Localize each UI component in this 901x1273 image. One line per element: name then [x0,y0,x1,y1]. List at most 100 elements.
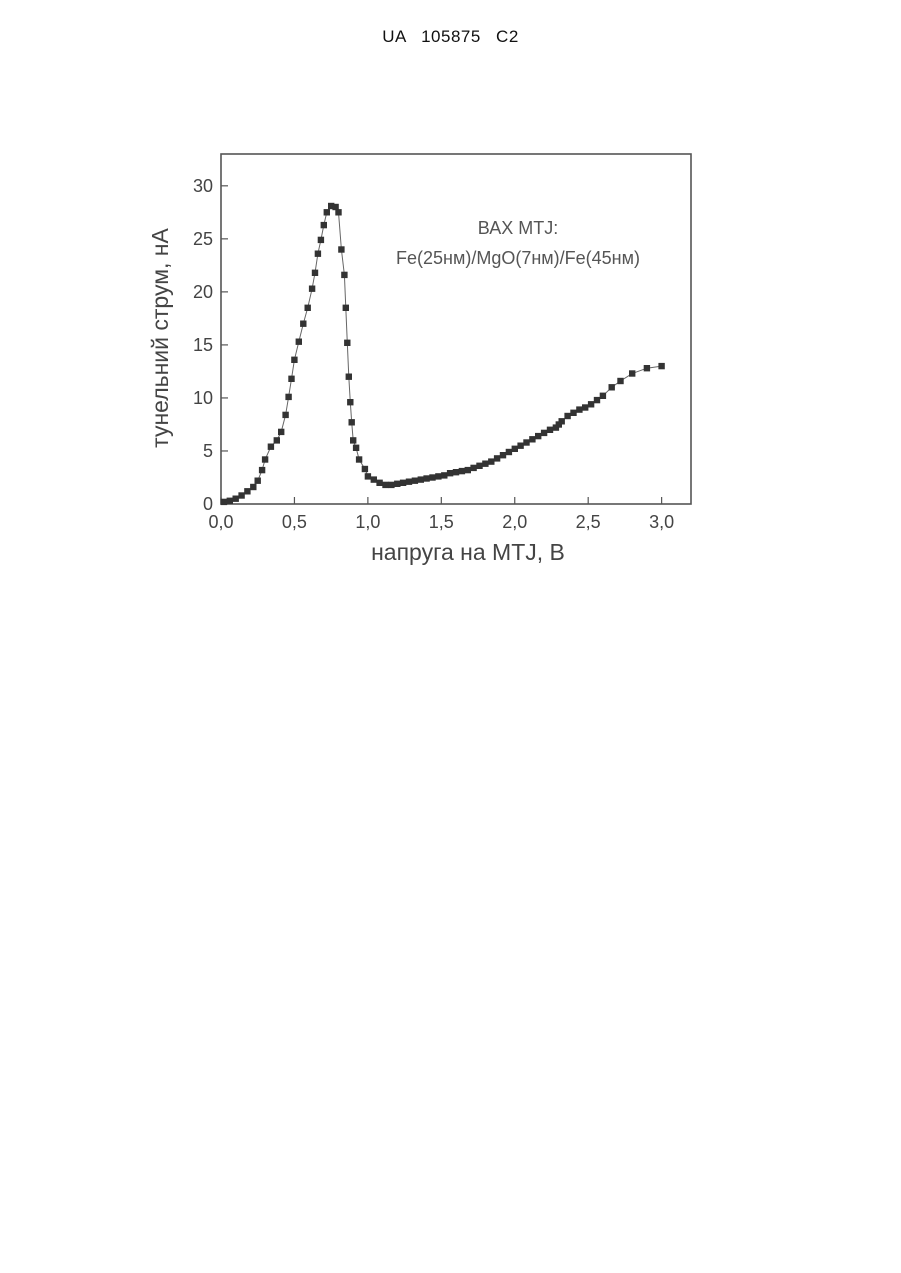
data-point [570,410,576,416]
data-point [341,272,347,278]
annotation-line-1: ВАХ MTJ: [478,218,558,238]
data-point [644,365,650,371]
data-point [541,430,547,436]
plot-frame [221,154,691,504]
x-tick-label: 0,5 [282,512,307,532]
data-point [465,467,471,473]
data-point [594,397,600,403]
x-axis-title: напруга на MTJ, В [371,539,565,565]
data-point [353,445,359,451]
data-point [312,270,318,276]
data-point [309,286,315,292]
data-point [305,305,311,311]
data-point [400,480,406,486]
data-point [259,467,265,473]
data-point [346,374,352,380]
data-point [517,443,523,449]
y-axis-ticks: 0 5 10 15 20 25 30 [193,176,228,514]
data-point [376,480,382,486]
data-point [300,321,306,327]
data-point [344,340,350,346]
data-point [238,492,244,498]
data-point [617,378,623,384]
data-point [227,498,233,504]
data-point [564,413,570,419]
x-tick-label: 2,5 [576,512,601,532]
y-tick-label: 25 [193,229,213,249]
data-point [600,393,606,399]
data-point [349,419,355,425]
data-point [262,456,268,462]
data-point [382,482,388,488]
data-point [388,482,394,488]
data-point [321,222,327,228]
data-point [547,427,553,433]
y-tick-label: 0 [203,494,213,514]
x-tick-label: 0,0 [208,512,233,532]
y-tick-label: 5 [203,441,213,461]
data-point [429,474,435,480]
data-point [278,429,284,435]
data-point [356,456,362,462]
data-point [250,484,256,490]
annotation-line-2: Fe(25нм)/MgO(7нм)/Fe(45нм) [396,248,640,268]
data-point [274,437,280,443]
y-tick-label: 10 [193,388,213,408]
data-point [506,449,512,455]
data-point [347,399,353,405]
data-point [394,481,400,487]
data-point [318,237,324,243]
data-point [350,437,356,443]
data-point [512,446,518,452]
data-point [529,436,535,442]
data-point [441,472,447,478]
data-point [365,473,371,479]
data-point [453,469,459,475]
data-point [576,406,582,412]
data-point [494,455,500,461]
data-point [435,473,441,479]
x-tick-label: 3,0 [649,512,674,532]
y-axis-title: тунельний струм, нА [147,228,173,448]
data-point [459,468,465,474]
data-point [315,251,321,257]
data-point [221,499,227,505]
data-point [282,412,288,418]
data-point [582,404,588,410]
data-point [609,384,615,390]
data-point [447,470,453,476]
data-point [255,478,261,484]
x-tick-label: 1,0 [355,512,380,532]
data-point [233,496,239,502]
data-point [588,401,594,407]
data-point [343,305,349,311]
y-tick-label: 20 [193,282,213,302]
data-point [482,461,488,467]
data-point [285,394,291,400]
data-point [423,475,429,481]
data-point [324,209,330,215]
data-point [559,418,565,424]
data-point [296,339,302,345]
data-point [406,479,412,485]
data-point [412,478,418,484]
data-point [244,488,250,494]
data-point [338,246,344,252]
y-tick-label: 30 [193,176,213,196]
x-tick-label: 2,0 [502,512,527,532]
data-point [362,466,368,472]
data-point [268,444,274,450]
data-point [371,476,377,482]
x-tick-label: 1,5 [429,512,454,532]
data-point [476,463,482,469]
x-axis-ticks: 0,0 0,5 1,0 1,5 2,0 2,5 3,0 [208,497,674,532]
y-tick-label: 15 [193,335,213,355]
data-point [523,439,529,445]
data-point [500,452,506,458]
data-point [535,433,541,439]
data-point [488,458,494,464]
data-point [418,476,424,482]
data-point [658,363,664,369]
data-point [291,357,297,363]
